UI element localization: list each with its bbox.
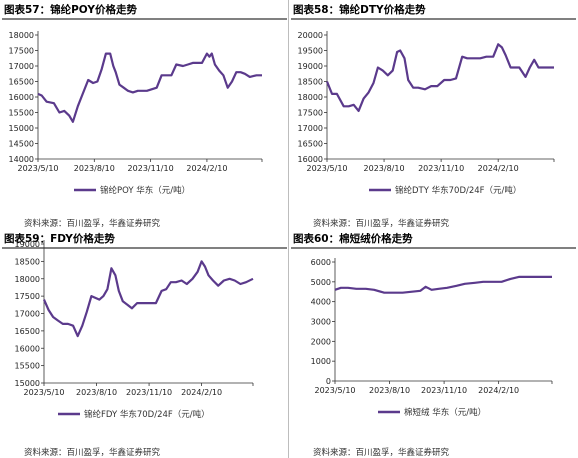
y-tick-label: 17500	[298, 109, 323, 118]
panel-fdy-price: 图表59：FDY价格走势 15000 15500 16000 16500 17000 175…	[0, 229, 289, 458]
y-tick-label: 3000	[311, 318, 331, 327]
chart-title: 图表59：FDY价格走势	[4, 232, 115, 245]
chart-title: 图表58：锦纶DTY价格走势	[293, 3, 426, 16]
y-tick-label: 16500	[9, 78, 34, 87]
panel-dty-price: 图表58：锦纶DTY价格走势 16000 16500 17000 17500 18000 1…	[289, 0, 578, 229]
y-tick-label: 15500	[9, 109, 34, 118]
y-tick-label: 4000	[311, 298, 331, 307]
y-tick-label: 18500	[298, 78, 323, 87]
y-tick-label: 6000	[311, 258, 331, 267]
legend-label: 锦纶FDY 华东70D/24F（元/吨）	[84, 409, 210, 420]
y-tick-label: 14500	[9, 140, 34, 149]
source-note: 资料来源：百川盈孚，华鑫证券研究	[24, 447, 161, 458]
y-tick-label: 17500	[9, 47, 34, 56]
chart-title: 图表57：锦纶POY价格走势	[4, 3, 137, 16]
y-tick-label: 19000	[15, 240, 40, 249]
legend-label: 锦纶DTY 华东70D/24F（元/吨）	[395, 185, 521, 196]
series-line	[37, 52, 262, 123]
x-tick-label: 2024/2/10	[186, 164, 227, 173]
legend-label: 锦纶POY 华东（元/吨）	[100, 185, 190, 196]
y-tick-label: 18000	[15, 275, 40, 284]
x-tick-label: 2023/11/10	[128, 164, 174, 173]
y-tick-label: 18000	[9, 31, 34, 40]
x-tick-label: 2024/2/10	[478, 164, 519, 173]
source-note: 资料来源：百川盈孚，华鑫证券研究	[313, 447, 450, 458]
series-line	[42, 260, 254, 338]
x-tick-label: 2023/8/10	[76, 388, 117, 397]
y-tick-label: 15000	[15, 379, 40, 388]
y-tick-label: 15000	[9, 124, 34, 133]
x-tick-label: 2023/11/10	[421, 386, 467, 395]
x-tick-label: 2023/5/10	[314, 386, 355, 395]
chart-fdy-price: 图表59：FDY价格走势 15000 15500 16000 16500 17000 175…	[2, 232, 287, 458]
y-tick-label: 20000	[298, 31, 323, 40]
chart-poy-price: 图表57：锦纶POY价格走势 14000 14500 15000 15500 16000 1…	[2, 3, 287, 229]
x-tick-label: 2023/5/10	[306, 164, 347, 173]
y-tick-label: 0	[326, 377, 331, 386]
chart-dty-price: 图表58：锦纶DTY价格走势 16000 16500 17000 17500 18000 1…	[291, 3, 576, 229]
panel-divider	[288, 0, 289, 458]
panel-poy-price: 图表57：锦纶POY价格走势 14000 14500 15000 15500 16000 1…	[0, 0, 289, 229]
y-tick-label: 16000	[298, 155, 323, 164]
x-tick-label: 2023/5/10	[17, 164, 58, 173]
x-tick-label: 2023/8/10	[74, 164, 115, 173]
series-line	[334, 275, 552, 294]
y-tick-label: 17500	[15, 292, 40, 301]
chart-linter-price: 图表60：棉短绒价格走势 0 1000 2000 3000 4000 5000 6000 202…	[291, 232, 576, 458]
x-tick-label: 2023/8/10	[364, 164, 405, 173]
x-tick-label: 2024/2/10	[181, 388, 222, 397]
y-tick-label: 17000	[15, 310, 40, 319]
y-tick-label: 18000	[298, 93, 323, 102]
x-tick-label: 2024/2/10	[478, 386, 519, 395]
y-tick-label: 16500	[298, 140, 323, 149]
y-tick-label: 16000	[15, 344, 40, 353]
source-note: 资料来源：百川盈孚，华鑫证券研究	[313, 218, 450, 229]
series-line	[325, 43, 554, 112]
x-tick-label: 2023/5/10	[23, 388, 64, 397]
y-tick-label: 19000	[298, 62, 323, 71]
y-tick-label: 19500	[298, 47, 323, 56]
legend-label: 棉短绒 华东（元/吨）	[404, 407, 486, 418]
source-note: 资料来源：百川盈孚，华鑫证券研究	[24, 218, 161, 229]
x-tick-label: 2023/11/10	[126, 388, 172, 397]
y-tick-label: 17000	[298, 124, 323, 133]
y-tick-label: 16500	[15, 327, 40, 336]
y-tick-label: 1000	[311, 357, 331, 366]
chart-title: 图表60：棉短绒价格走势	[293, 232, 413, 245]
y-tick-label: 16000	[9, 93, 34, 102]
y-tick-label: 5000	[311, 278, 331, 287]
x-tick-label: 2023/8/10	[369, 386, 410, 395]
y-tick-label: 15500	[15, 362, 40, 371]
y-tick-label: 2000	[311, 337, 331, 346]
y-tick-label: 17000	[9, 62, 34, 71]
y-tick-label: 14000	[9, 155, 34, 164]
y-tick-label: 18500	[15, 257, 40, 266]
x-tick-label: 2023/11/10	[418, 164, 464, 173]
panel-linter-price: 图表60：棉短绒价格走势 0 1000 2000 3000 4000 5000 6000 202…	[289, 229, 578, 458]
